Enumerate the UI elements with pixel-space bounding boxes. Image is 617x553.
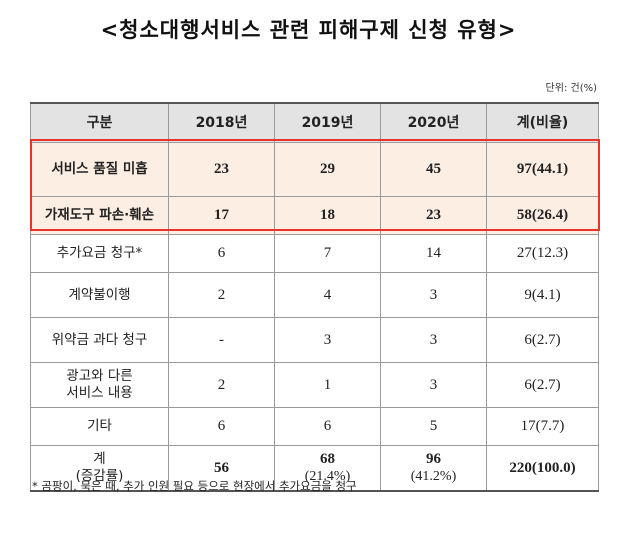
header-total: 계(비율) <box>486 102 599 143</box>
total-2020-value: 96 <box>426 451 441 467</box>
cell-2018: 23 <box>168 142 275 197</box>
total-row: 계 (증감률) 56 68 (21.4%) 96 (41.2%) 220(100… <box>30 445 599 492</box>
cell-2018: 6 <box>168 234 275 273</box>
cell-2019: 6 <box>274 407 381 446</box>
cell-total: 97(44.1) <box>486 142 599 197</box>
cell-total: 6(2.7) <box>486 362 599 408</box>
table-row: 가재도구 파손·훼손 17 18 23 58(26.4) <box>30 196 599 235</box>
cell-2020: 3 <box>380 317 487 363</box>
cell-2020: 3 <box>380 362 487 408</box>
row-label: 기타 <box>30 407 169 446</box>
cell-total: 27(12.3) <box>486 234 599 273</box>
table-row: 계약불이행 2 4 3 9(4.1) <box>30 272 599 318</box>
cell-total: 9(4.1) <box>486 272 599 318</box>
total-2018: 56 <box>168 445 275 492</box>
total-sum: 220(100.0) <box>486 445 599 492</box>
cell-2018: 17 <box>168 196 275 235</box>
table-header-row: 구분 2018년 2019년 2020년 계(비율) <box>30 102 599 143</box>
cell-2019: 3 <box>274 317 381 363</box>
cell-2019: 29 <box>274 142 381 197</box>
header-category: 구분 <box>30 102 169 143</box>
cell-2019: 18 <box>274 196 381 235</box>
table-row: 광고와 다른 서비스 내용 2 1 3 6(2.7) <box>30 362 599 408</box>
cell-2020: 3 <box>380 272 487 318</box>
table-row: 위약금 과다 청구 - 3 3 6(2.7) <box>30 317 599 363</box>
row-label-line1: 광고와 다른 <box>66 368 133 384</box>
total-label-line2: (증감률) <box>75 468 124 484</box>
total-2019-rate: (21.4%) <box>304 469 351 484</box>
page-title: <청소대행서비스 관련 피해구제 신청 유형> <box>100 18 517 42</box>
cell-total: 6(2.7) <box>486 317 599 363</box>
total-label-line1: 계 <box>93 451 106 467</box>
header-2020: 2020년 <box>380 102 487 143</box>
cell-2020: 23 <box>380 196 487 235</box>
cell-2018: - <box>168 317 275 363</box>
cell-2018: 6 <box>168 407 275 446</box>
total-2019-value: 68 <box>320 451 335 467</box>
footnote: * 곰팡이, 묵은 때, 추가 인원 필요 등으로 현장에서 추가요금을 청구 <box>32 479 357 493</box>
row-label: 추가요금 청구* <box>30 234 169 273</box>
unit-label: 단위: 건(%) <box>545 83 597 94</box>
table-row: 추가요금 청구* 6 7 14 27(12.3) <box>30 234 599 273</box>
cell-2019: 7 <box>274 234 381 273</box>
cell-2020: 45 <box>380 142 487 197</box>
cell-2018: 2 <box>168 272 275 318</box>
header-2018: 2018년 <box>168 102 275 143</box>
total-2020-rate: (41.2%) <box>410 469 457 484</box>
row-label: 계약불이행 <box>30 272 169 318</box>
row-label: 광고와 다른 서비스 내용 <box>30 362 169 408</box>
cell-2018: 2 <box>168 362 275 408</box>
cell-2019: 1 <box>274 362 381 408</box>
row-label: 위약금 과다 청구 <box>30 317 169 363</box>
total-label: 계 (증감률) <box>30 445 169 492</box>
total-2020: 96 (41.2%) <box>380 445 487 492</box>
damage-relief-table: 구분 2018년 2019년 2020년 계(비율) 서비스 품질 미흡 23 … <box>30 102 599 492</box>
cell-total: 17(7.7) <box>486 407 599 446</box>
cell-2020: 5 <box>380 407 487 446</box>
table-row: 기타 6 6 5 17(7.7) <box>30 407 599 446</box>
row-label-line2: 서비스 내용 <box>66 385 133 401</box>
cell-2019: 4 <box>274 272 381 318</box>
cell-total: 58(26.4) <box>486 196 599 235</box>
header-2019: 2019년 <box>274 102 381 143</box>
total-2019: 68 (21.4%) <box>274 445 381 492</box>
row-label: 서비스 품질 미흡 <box>30 142 169 197</box>
row-label: 가재도구 파손·훼손 <box>30 196 169 235</box>
table-row: 서비스 품질 미흡 23 29 45 97(44.1) <box>30 142 599 197</box>
cell-2020: 14 <box>380 234 487 273</box>
